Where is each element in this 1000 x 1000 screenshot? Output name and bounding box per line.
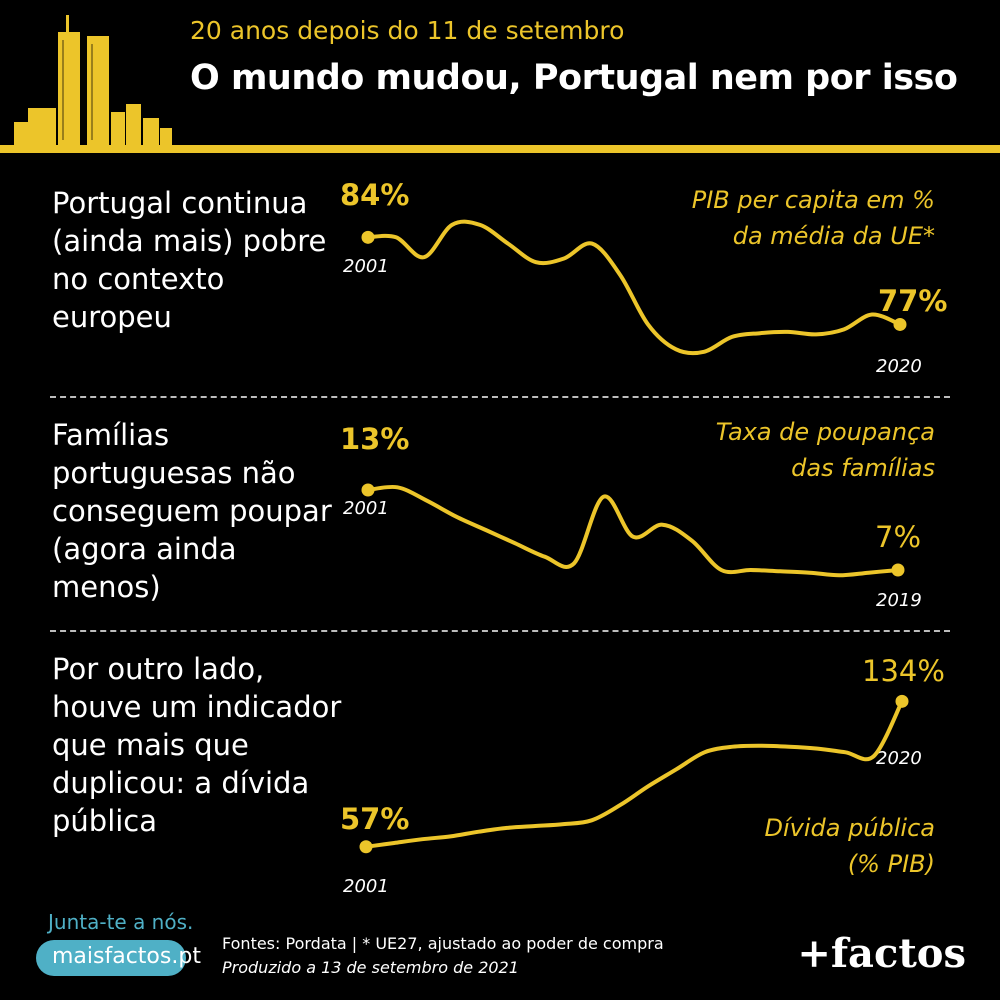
- chart-1-series-line: [366, 219, 902, 356]
- chart-3-title-line-1: Dívida pública: [764, 814, 935, 842]
- chart-1-title-line-2: da média da UE*: [732, 222, 935, 250]
- chart-2-start-point: [361, 483, 375, 497]
- join-us-text: Junta-te a nós.: [48, 910, 194, 934]
- divider-1: [50, 396, 950, 398]
- chart-3-start-year: 2001: [343, 876, 389, 897]
- chart-3-end-year: 2020: [876, 748, 922, 769]
- chart-1-title: PIB per capita em % da média da UE*: [692, 182, 935, 254]
- chart-1-end-point: [893, 317, 907, 331]
- sources-note: Fontes: Pordata | * UE27, ajustado ao po…: [222, 934, 664, 953]
- chart-3-title: Dívida pública (% PIB): [764, 810, 935, 882]
- chart-3-end-point: [895, 694, 909, 708]
- produced-date: Produzido a 13 de setembro de 2021: [222, 958, 519, 977]
- chart-3-end-value: 134%: [862, 654, 945, 688]
- page-title: O mundo mudou, Portugal nem por isso: [190, 58, 958, 98]
- panel-2-description: Famílias portuguesas não conseguem poupa…: [52, 418, 332, 604]
- brand-logo: +factos: [797, 930, 966, 977]
- site-link-button[interactable]: [36, 940, 186, 976]
- panel-3-description: Por outro lado, houve um indicador que m…: [52, 652, 342, 838]
- skyline-icon: [14, 15, 172, 145]
- chart-2-title-line-2: das famílias: [791, 454, 935, 482]
- chart-1-end-value: 77%: [878, 284, 948, 318]
- chart-1-start-year: 2001: [343, 256, 389, 277]
- header-rule: [0, 145, 1000, 153]
- site-link-label[interactable]: maisfactos.pt: [52, 944, 201, 969]
- chart-2-end-point: [891, 563, 905, 577]
- chart-3-start-point: [359, 840, 373, 854]
- chart-1-title-line-1: PIB per capita em %: [691, 186, 935, 214]
- chart-2-title: Taxa de poupança das famílias: [716, 414, 935, 486]
- chart-3-title-line-2: (% PIB): [847, 850, 935, 878]
- divider-2: [50, 630, 950, 632]
- chart-2-series-line: [366, 484, 900, 578]
- chart-3-series-line: [364, 699, 904, 849]
- subtitle: 20 anos depois do 11 de setembro: [190, 16, 625, 45]
- chart-1-end-year: 2020: [876, 356, 922, 377]
- chart-2-start-year: 2001: [343, 498, 389, 519]
- chart-2-end-value: 7%: [875, 520, 922, 554]
- chart-2-end-year: 2019: [876, 590, 922, 611]
- chart-1-start-value: 84%: [340, 178, 410, 212]
- chart-1-start-point: [361, 230, 375, 244]
- chart-2-title-line-1: Taxa de poupança: [715, 418, 935, 446]
- panel-1-description: Portugal continua (ainda mais) pobre no …: [52, 186, 327, 334]
- chart-2-start-value: 13%: [340, 422, 410, 456]
- chart-3-start-value: 57%: [340, 802, 410, 836]
